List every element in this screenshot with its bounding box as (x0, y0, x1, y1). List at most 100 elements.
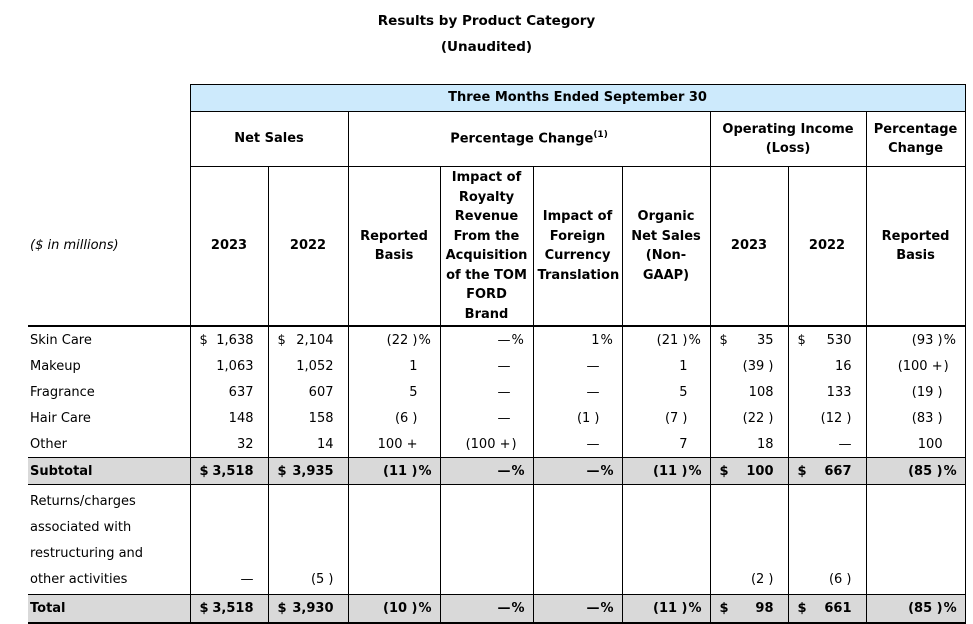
corner-spacer (28, 111, 190, 167)
cell-value: — (497, 601, 511, 616)
table-cell: — (439, 353, 534, 379)
table-cell: $3,935 (267, 457, 349, 485)
column-header: 2022 (787, 166, 867, 327)
dollar-sign: $ (199, 332, 208, 348)
table-cell: — (532, 379, 623, 405)
cell-value: 3,518 (212, 601, 254, 616)
dollar-sign: $ (199, 601, 209, 616)
table-cell: (11 )% (621, 594, 711, 624)
period-header: Three Months Ended September 30 (189, 84, 966, 112)
dollar-sign: $ (719, 601, 729, 616)
row-label: Fragrance (28, 379, 191, 405)
table-cell: $98 (709, 594, 789, 624)
table-cell: — (189, 484, 269, 595)
cell-value: 18 (756, 436, 774, 452)
cell-suffix: % (688, 332, 701, 348)
table-cell: $3,518 (189, 457, 269, 485)
cell-value: 14 (316, 436, 334, 452)
table-cell: — (439, 405, 534, 431)
row-label-line: other activities (30, 572, 128, 587)
table-container: Three Months Ended September 30 Net Sale… (28, 84, 973, 624)
table-cell: 18 (709, 431, 789, 458)
table-cell: $661 (787, 594, 867, 624)
cell-value: (6 ) (394, 410, 418, 426)
cell-value: 667 (824, 463, 852, 479)
table-cell: — (787, 431, 867, 458)
table-cell (532, 484, 623, 595)
table-cell: (6 ) (347, 405, 441, 431)
table-cell: 1 (347, 353, 441, 379)
cell-value: (85 ) (908, 463, 943, 479)
table-cell: (100 +) (439, 431, 534, 458)
results-table: Three Months Ended September 30 Net Sale… (28, 84, 966, 624)
cell-suffix: % (688, 601, 702, 616)
cell-value: 3,930 (292, 601, 334, 616)
table-cell: (21 )% (621, 325, 711, 353)
table-cell: $2,104 (267, 325, 349, 353)
table-cell: (39 ) (709, 353, 789, 379)
table-cell: (6 ) (787, 484, 867, 595)
cell-value: (11 ) (653, 601, 688, 616)
dollar-sign: $ (719, 463, 729, 479)
cell-value: (2 ) (750, 572, 774, 587)
cell-value: (12 ) (820, 410, 852, 426)
table-cell: $3,930 (267, 594, 349, 624)
group-header-row: Net Sales Percentage Change(1) Operating… (28, 111, 966, 167)
table-cell (865, 484, 966, 595)
cell-value: (10 ) (383, 601, 418, 616)
table-cell: —% (532, 457, 623, 485)
cell-value: 1 (679, 358, 688, 374)
column-header-row: ($ in millions) 2023 2022 Reported Basis… (28, 166, 966, 327)
table-cell: 100 + (347, 431, 441, 458)
cell-value: 1 (591, 332, 600, 348)
cell-value: (22 ) (742, 410, 774, 426)
table-cell: —% (532, 594, 623, 624)
table-row-skin-care: Skin Care $1,638 $2,104 (22 )% —% 1% (21 )% $35… (28, 325, 966, 353)
cell-value: 148 (228, 410, 254, 426)
dollar-sign: $ (199, 463, 209, 479)
table-cell: 108 (709, 379, 789, 405)
row-label: Subtotal (28, 457, 191, 485)
corner-spacer (28, 84, 190, 112)
cell-value: — (838, 436, 852, 452)
table-cell: 14 (267, 431, 349, 458)
cell-value: — (586, 358, 600, 374)
table-cell: 148 (189, 405, 269, 431)
cell-value: 607 (308, 384, 334, 400)
cell-suffix: % (600, 463, 614, 479)
table-cell: 1,052 (267, 353, 349, 379)
cell-suffix: % (600, 601, 614, 616)
cell-value: (5 ) (310, 572, 334, 587)
column-header: Organic Net Sales (Non-GAAP) (621, 166, 711, 327)
table-row-total: Total $3,518 $3,930 (10 )% —% —% (11 )% $98 $661… (28, 594, 966, 624)
table-cell: $667 (787, 457, 867, 485)
cell-suffix: ) (943, 358, 949, 374)
row-label-line: associated with (30, 520, 132, 535)
cell-value: (83 ) (911, 410, 943, 426)
cell-value: 98 (755, 601, 774, 616)
cell-suffix: % (943, 601, 957, 616)
row-label: Hair Care (28, 405, 191, 431)
table-cell: 158 (267, 405, 349, 431)
table-cell: (85 )% (865, 594, 966, 624)
group-header-percentage-change: Percentage Change(1) (347, 111, 711, 167)
cell-value: (11 ) (383, 463, 418, 479)
table-cell (621, 484, 711, 595)
table-cell: 32 (189, 431, 269, 458)
row-label-line: restructuring and (30, 546, 144, 561)
cell-value: (22 ) (386, 332, 418, 348)
dollar-sign: $ (277, 601, 287, 616)
cell-value: 133 (826, 384, 852, 400)
cell-value: — (497, 358, 511, 374)
table-row-fragrance: Fragrance 637 607 5 — — 5 108 133 (19 ) (28, 379, 966, 405)
column-header: Reported Basis (865, 166, 966, 327)
dollar-sign: $ (719, 332, 728, 348)
table-cell: $1,638 (189, 325, 269, 353)
cell-value: — (497, 463, 511, 479)
column-header: 2023 (709, 166, 789, 327)
table-row-hair-care: Hair Care 148 158 (6 ) — (1 ) (7 ) (22 ) (12 ) (8… (28, 405, 966, 431)
row-label: Makeup (28, 353, 191, 379)
dollar-sign: $ (797, 332, 806, 348)
dollar-sign: $ (797, 463, 807, 479)
cell-value: (7 ) (664, 410, 688, 426)
